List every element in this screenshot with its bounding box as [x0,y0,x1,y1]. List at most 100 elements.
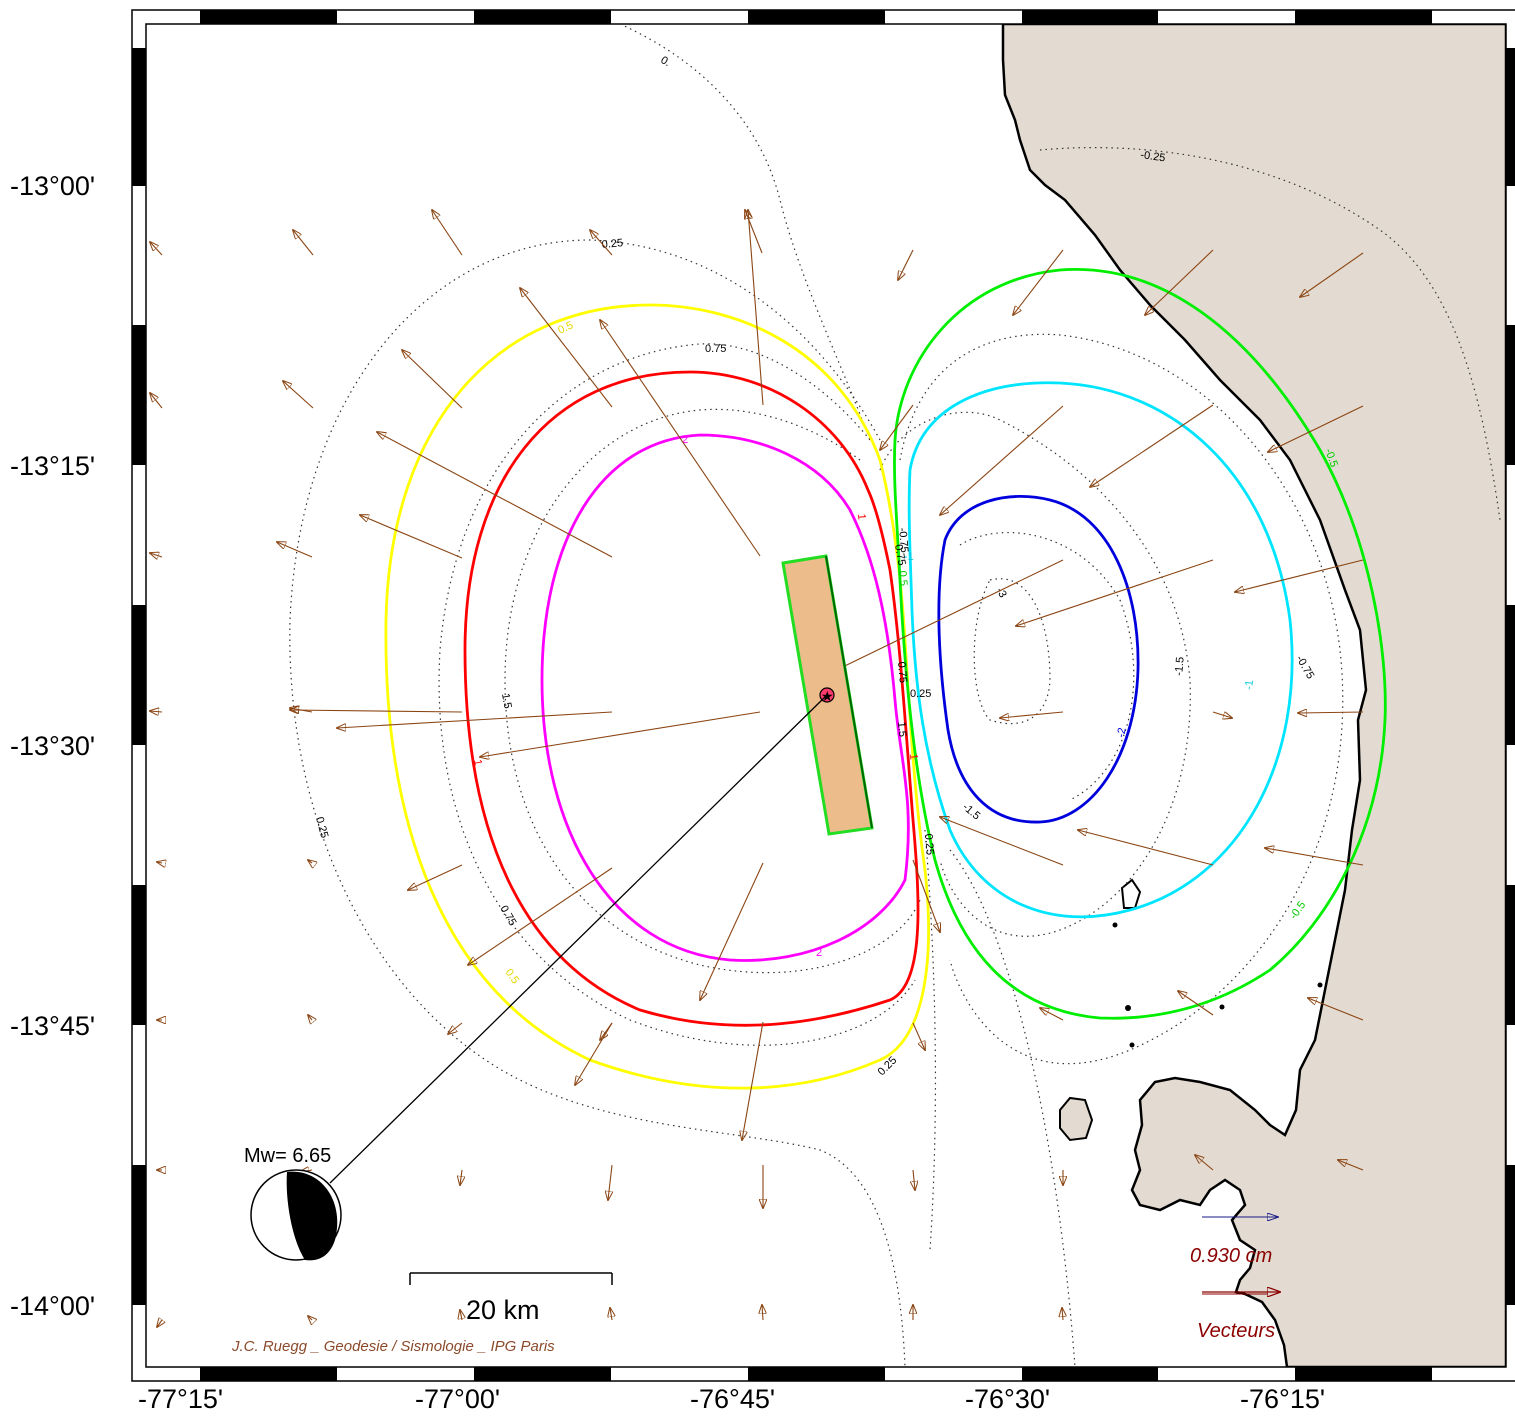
contour-labels: 0. -0.25 0.25 0.75 0.75 1.5 0.75 0.25 0.… [313,54,1340,1078]
contour-label-red: 1 [471,758,484,766]
lon-label: -77°15' [138,1384,223,1414]
land-coast [1001,24,1506,1367]
contour-label: 0.25 [922,833,936,855]
displacement-arrow [1013,249,1064,315]
displacement-arrow [377,432,613,558]
vector-legend-value: 0.930 cm [1190,1245,1272,1267]
lon-label: -76°15' [1240,1384,1325,1414]
lat-label: -14°00' [10,1291,95,1321]
credit-text: J.C. Ruegg _ Geodesie / Sismologie _ IPG… [231,1338,555,1355]
displacement-arrow [157,862,162,863]
contour-label-magenta: 2 [816,947,822,959]
displacement-arrow [277,542,313,558]
displacement-arrow [1000,711,1064,718]
contour-label: -1.5 [1173,656,1187,676]
contour-label: -0.25 [1140,149,1167,164]
displacement-arrow [520,288,613,408]
vector-legend-title: Vecteurs [1197,1320,1275,1342]
displacement-arrow [360,515,463,559]
contour-label-green: -0.5 [1288,899,1309,921]
displacement-arrow [912,1022,925,1050]
dotted-contours [289,24,1501,1367]
displacement-arrow [600,320,761,557]
contour-label: 0.75 [705,343,726,355]
contour-label: 0.25 [601,237,623,251]
frame-tick [1295,1367,1432,1381]
frame-tick [132,48,146,186]
contour-label-yellow: 0.5 [503,967,522,986]
displacement-arrow [898,249,914,280]
displacement-arrow [290,708,313,712]
displacement-arrow [293,230,314,256]
contour-label: 0.75 [895,661,909,683]
contour-label: 0.75 [892,543,908,566]
frame-ticks [132,10,1515,1381]
lat-label: -13°00' [10,171,95,201]
displacement-arrow [308,1316,312,1320]
magnitude-label: Mw= 6.65 [244,1145,331,1167]
contour-label: 0.25 [876,1054,900,1078]
longitude-labels: -77°15' -77°00' -76°45' -76°30' -76°15' [138,1384,1325,1414]
displacement-arrow [337,711,613,728]
displacement-arrow [1062,1308,1063,1321]
islet [1125,1005,1131,1011]
displacement-arrow [820,559,1064,678]
displacement-arrow [150,242,163,256]
displacement-arrow [1178,991,1214,1016]
lat-label: -13°15' [10,451,95,481]
frame-tick [1506,48,1515,186]
contour-label: 1.5 [499,692,513,709]
islet [1112,922,1118,928]
frame-tick [1295,10,1432,24]
displacement-arrow [308,1015,312,1020]
contour-label: -1.5 [960,801,982,822]
displacement-arrow [880,404,914,450]
contour-label: 0.25 [313,816,330,840]
frame-tick [474,10,611,24]
displacement-arrow [402,350,463,409]
displacement-arrow [742,1021,764,1140]
contour-red-1 [463,370,920,1027]
frame-tick [1506,605,1515,745]
displacement-arrow [290,710,463,712]
displacement-arrow [408,864,463,890]
frame-tick [748,10,885,24]
displacement-arrow [1298,712,1364,713]
lon-label: -76°30' [965,1384,1050,1414]
frame-tick [748,1367,885,1381]
displacement-arrow [1268,405,1364,452]
displacement-arrow [448,1022,463,1034]
contour-label-red: 1 [855,513,867,520]
displacement-arrow [460,1310,462,1321]
lat-label: -13°45' [10,1011,95,1041]
displacement-arrow [308,860,312,863]
frame-tick [200,10,337,24]
frame-tick [1506,885,1515,1025]
island-san-gallan [1059,1096,1094,1142]
displacement-arrow [1300,252,1364,297]
frame-tick [132,605,146,745]
contour-label: 0. [659,54,673,69]
contour-label-cyan: -1 [904,551,914,563]
displacement-arrow [1212,712,1232,718]
contour-cyan-neg1 [907,381,1294,919]
displacement-arrow [283,381,314,409]
displacement-arrow [762,1305,763,1321]
contour-label-magenta: 2 [682,434,688,446]
contour-magenta-2 [540,433,910,962]
contour-label: 1.5 [895,721,908,737]
displacement-arrow [913,1169,915,1190]
lat-label: -13°30' [10,731,95,761]
scale-bar-label: 20 km [466,1295,540,1325]
displacement-arrow [150,553,163,557]
contour-green-neg0.5 [893,267,1387,1020]
displacement-arrow [1016,559,1214,626]
displacement-arrow [745,210,763,254]
displacement-arrow [480,711,761,757]
displacement-arrow [600,1022,613,1040]
displacement-arrow [700,862,764,1000]
frame-tick [1506,325,1515,465]
contour-label: 0.25 [910,688,931,700]
contour-label-blue: -2 [1115,727,1129,739]
